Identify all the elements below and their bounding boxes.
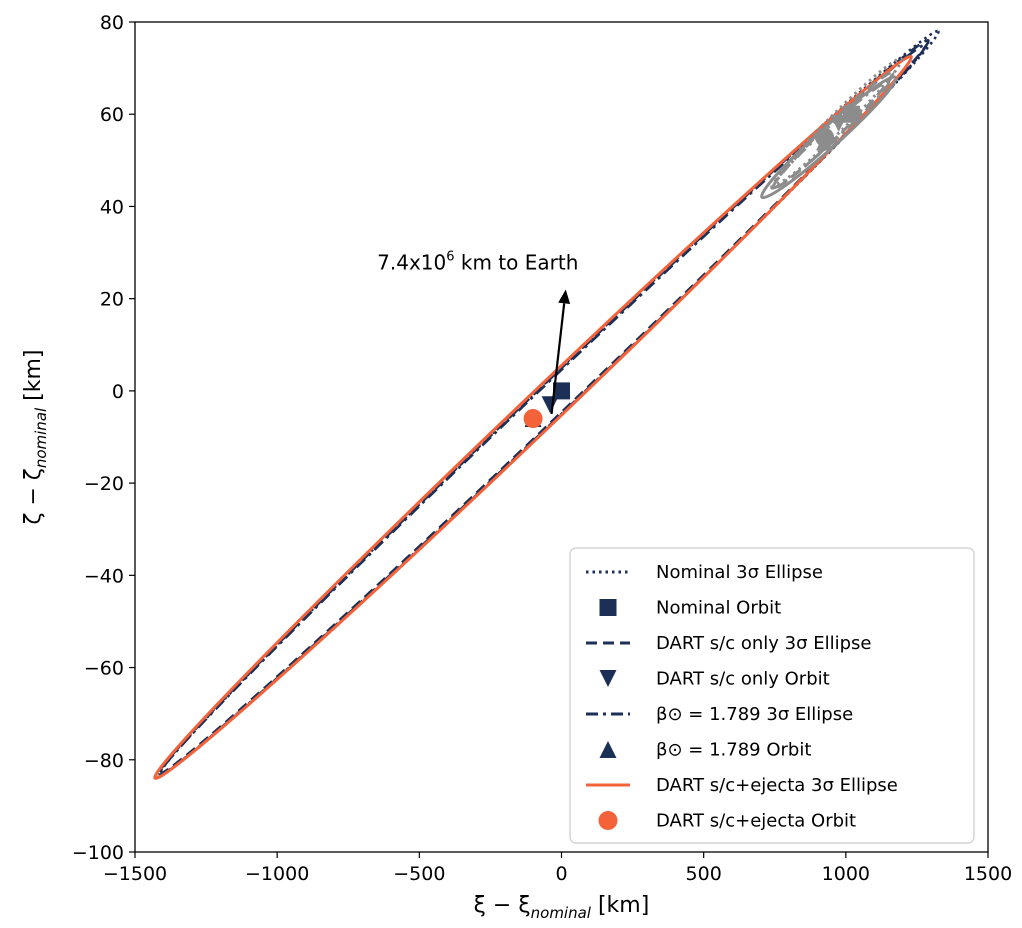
x-tick-label: −1500 [103,863,167,885]
x-tick-label: 1500 [964,863,1012,885]
legend-label: Nominal 3σ Ellipse [656,562,823,583]
legend-label: Nominal Orbit [656,598,781,619]
legend-label: DART s/c+ejecta 3σ Ellipse [656,775,898,796]
x-tick-label: −500 [393,863,445,885]
annotation-arrow-head [558,289,571,305]
legend-label: DART s/c only 3σ Ellipse [656,633,871,654]
legend-marker [598,811,618,830]
legend-box [569,547,975,844]
legend-marker [599,741,617,758]
y-tick-label: 60 [100,104,124,126]
orbit-marker-1 [541,396,559,414]
ellipse-3 [153,54,913,780]
legend-label: β⊙ = 1.789 Orbit [656,740,811,761]
y-tick-label: 0 [112,381,124,403]
y-tick-label: 20 [100,289,124,311]
gray-orbit-marker-3 [815,127,835,147]
legend: Nominal 3σ Ellipse Nominal Orbit DART s/c … [569,547,975,844]
annotation-arrow-shaft [550,303,566,415]
x-tick-label: 0 [555,863,567,885]
x-tick-label: 500 [686,863,722,885]
y-tick-label: −60 [84,658,124,680]
x-tick-label: 1000 [822,863,870,885]
y-tick-label: −20 [84,473,124,495]
y-tick-label: 40 [100,196,124,218]
annotation-text: 7.4x106 km to Earth [377,249,578,274]
orbit-marker-3 [523,409,543,429]
gray-ellipse-1 [771,70,895,190]
legend-marker [599,599,617,616]
gray-orbit-marker-1 [830,114,848,132]
gray-ellipse-2 [770,80,891,190]
y-tick-label: −40 [84,565,124,587]
ellipse-0 [159,29,940,776]
legend-label: β⊙ = 1.789 3σ Ellipse [656,704,853,725]
legend-label: DART s/c+ejecta Orbit [656,811,856,832]
legend-label: DART s/c only Orbit [656,669,830,690]
x-axis-label: ξ − ξnominal [km] [474,893,650,922]
orbit-marker-0 [553,382,570,400]
y-axis-label: ζ − ζnominal [km] [21,349,50,524]
plot-area [153,29,940,780]
axis-ticks: −1500 −1000 −500 0 500 1000 1500 −100 −80 −60 −40 −… [72,12,1012,885]
y-tick-label: −80 [84,750,124,772]
y-tick-label: 80 [100,12,124,34]
x-tick-label: −1000 [245,863,309,885]
gray-orbit-marker-0 [843,105,861,123]
earth-direction-annotation: 7.4x106 km to Earth [377,249,578,415]
legend-marker [599,670,617,687]
y-tick-label: −100 [72,842,124,864]
